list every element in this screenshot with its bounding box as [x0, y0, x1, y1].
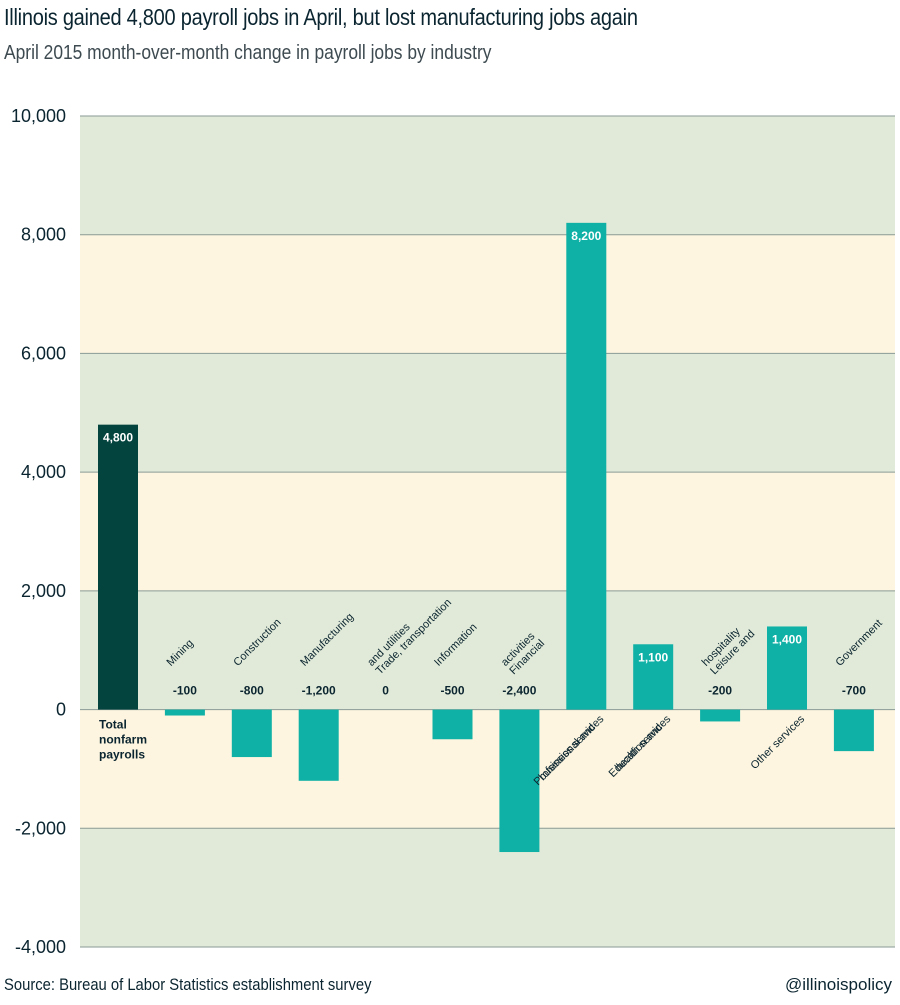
data-label: -700	[842, 684, 866, 698]
plot-band	[80, 353, 895, 473]
plot-band	[80, 116, 895, 235]
data-label: 8,200	[571, 229, 601, 243]
plot-band	[80, 828, 895, 947]
y-tick-label: 10,000	[11, 106, 66, 126]
y-tick-label: -2,000	[15, 818, 66, 838]
data-label: -200	[708, 684, 732, 698]
data-label: 1,100	[638, 650, 668, 664]
bar-industry	[767, 626, 807, 710]
y-tick-label: 4,000	[21, 462, 66, 482]
credit-handle: @illinoispolicy	[784, 975, 892, 994]
bar-total	[98, 424, 138, 710]
bar-industry	[566, 222, 607, 710]
bar-industry	[432, 709, 473, 740]
y-tick-label: -4,000	[15, 937, 66, 957]
data-label: -1,200	[302, 684, 336, 698]
plot-band	[80, 234, 895, 354]
category-label: Total	[99, 718, 127, 732]
plot-band	[80, 472, 895, 591]
bar-industry	[231, 709, 272, 758]
y-tick-label: 2,000	[21, 581, 66, 601]
data-label: -800	[240, 684, 264, 698]
source-note: Source: Bureau of Labor Statistics estab…	[4, 975, 372, 994]
bar-industry	[833, 709, 874, 752]
bar-industry	[499, 709, 540, 853]
data-label: 1,400	[772, 632, 802, 646]
chart-subtitle: April 2015 month-over-month change in pa…	[4, 42, 492, 64]
data-label: 4,800	[103, 431, 133, 445]
data-label: -100	[173, 684, 197, 698]
data-label: -500	[440, 684, 464, 698]
plot-band	[80, 590, 895, 710]
data-label: -2,400	[502, 684, 536, 698]
category-label: payrolls	[99, 748, 145, 762]
bar-industry	[164, 709, 205, 716]
bar-industry	[298, 709, 339, 781]
y-tick-label: 0	[56, 700, 66, 720]
y-tick-label: 8,000	[21, 225, 66, 245]
y-tick-label: 6,000	[21, 343, 66, 363]
data-label: 0	[382, 684, 389, 698]
category-label: nonfarm	[99, 733, 147, 747]
bar-industry	[700, 709, 741, 722]
chart-title: Illinois gained 4,800 payroll jobs in Ap…	[4, 4, 638, 30]
bar-industry	[633, 644, 674, 710]
plot-band	[80, 709, 895, 829]
